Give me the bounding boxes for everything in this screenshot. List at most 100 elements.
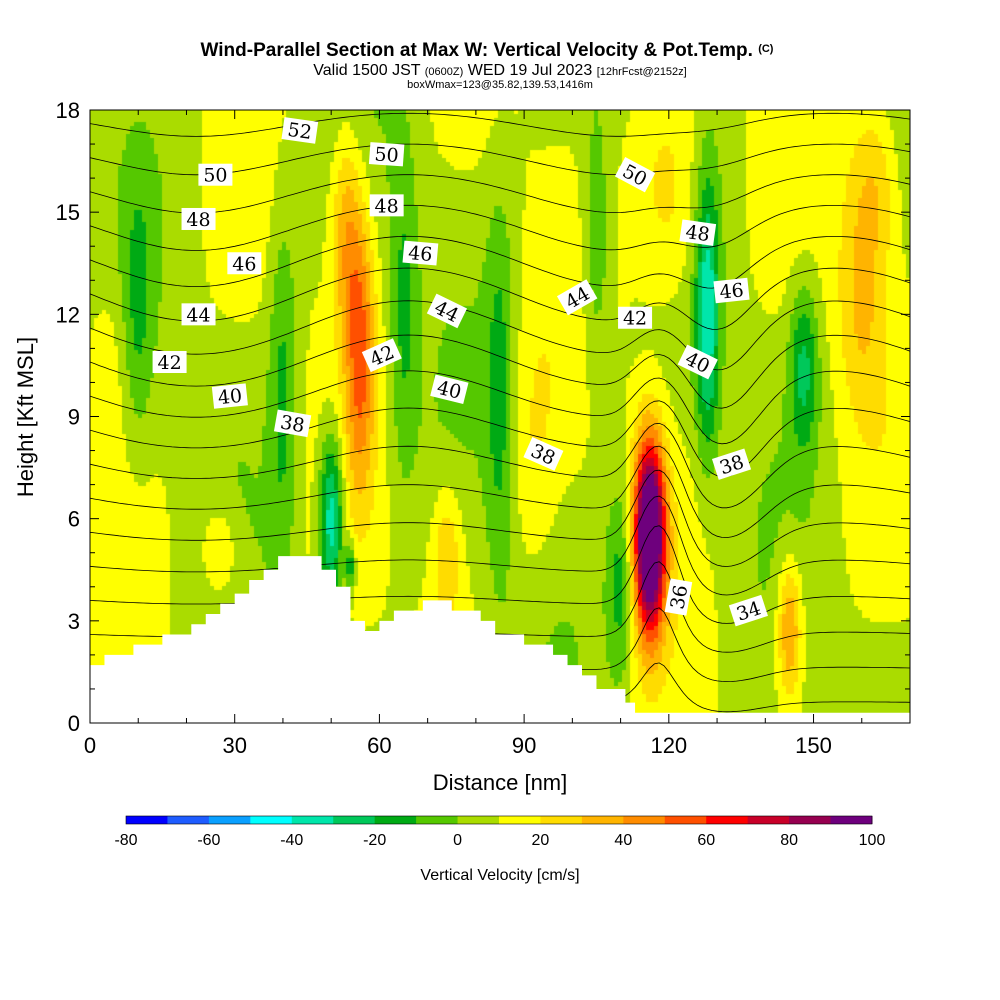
theta-line bbox=[90, 370, 910, 445]
contour-label-box bbox=[369, 194, 404, 217]
contour-label-text: 52 bbox=[286, 119, 313, 144]
y-tick-label: 0 bbox=[68, 711, 80, 736]
colorbar-label: Vertical Velocity [cm/s] bbox=[420, 867, 579, 884]
colorbar-swatch bbox=[664, 816, 707, 824]
chart-title: Wind-Parallel Section at Max W: Vertical… bbox=[201, 40, 774, 61]
contour-label-text: 42 bbox=[157, 352, 181, 374]
contour-label: 34 bbox=[728, 594, 768, 627]
theta-line bbox=[90, 334, 910, 409]
contour-label: 42 bbox=[152, 351, 187, 374]
contour-label-box bbox=[273, 409, 312, 438]
contour-label: 40 bbox=[430, 374, 469, 405]
colorbar-swatch bbox=[126, 816, 168, 824]
contour-label-text: 50 bbox=[203, 165, 227, 187]
x-tick-label: 120 bbox=[650, 733, 687, 758]
contour-label-text: 48 bbox=[186, 209, 210, 231]
contour-label-box bbox=[614, 157, 656, 193]
colorbar-tick-label: 60 bbox=[697, 832, 715, 849]
theta-line bbox=[90, 267, 910, 330]
contour-label-box bbox=[713, 277, 750, 304]
contour-label: 38 bbox=[273, 409, 312, 438]
y-tick-label: 15 bbox=[56, 200, 80, 225]
contour-label: 46 bbox=[713, 277, 750, 304]
contour-label-box bbox=[181, 303, 216, 326]
theta-line bbox=[90, 469, 910, 567]
x-tick-label: 30 bbox=[222, 733, 246, 758]
contour-label-box bbox=[711, 448, 752, 480]
colorbar-tick-label: 40 bbox=[614, 832, 632, 849]
y-tick-label: 9 bbox=[68, 405, 80, 430]
contour-label-box bbox=[152, 351, 187, 374]
contour-label-box bbox=[361, 338, 402, 373]
theta-line bbox=[90, 112, 910, 137]
colorbar-tick-label: -80 bbox=[114, 832, 137, 849]
colorbar-swatch bbox=[623, 816, 666, 824]
terrain bbox=[90, 556, 910, 723]
colorbar-swatch bbox=[250, 816, 293, 824]
contour-label-box bbox=[679, 219, 717, 246]
colorbar-swatch bbox=[208, 816, 251, 824]
y-tick-label: 12 bbox=[56, 302, 80, 327]
contour-label-text: 48 bbox=[375, 195, 399, 217]
contour-label-box bbox=[181, 207, 216, 230]
theta-line bbox=[90, 422, 910, 509]
colorbar-swatch bbox=[581, 816, 624, 824]
theta-line bbox=[90, 204, 910, 251]
theta-line bbox=[90, 174, 910, 214]
theta-line bbox=[90, 445, 910, 539]
contour-label-box bbox=[402, 240, 439, 266]
colorbar-swatch bbox=[706, 816, 749, 824]
contour-label: 36 bbox=[664, 578, 693, 616]
theta-line bbox=[90, 300, 910, 371]
contour-label: 46 bbox=[227, 252, 262, 275]
contour-label-text: 50 bbox=[374, 143, 400, 167]
x-tick-label: 60 bbox=[367, 733, 391, 758]
contour-label-box bbox=[677, 344, 718, 380]
contour-label: 48 bbox=[181, 207, 216, 231]
x-tick-label: 90 bbox=[512, 733, 536, 758]
contour-label-box bbox=[198, 163, 233, 186]
contour-label-text: 42 bbox=[623, 308, 647, 330]
contour-label-box bbox=[227, 252, 262, 275]
colorbar-swatch bbox=[789, 816, 832, 824]
colorbar-swatch bbox=[540, 816, 583, 824]
contour-label-box bbox=[368, 142, 405, 167]
theta-line bbox=[90, 400, 910, 478]
colorbar-tick-label: -60 bbox=[197, 832, 220, 849]
contour-label: 52 bbox=[281, 117, 319, 144]
colorbar-swatch bbox=[291, 816, 334, 824]
colorbar: -80 -60 -40 -20 0 20 40 60 80 100 bbox=[114, 815, 886, 849]
y-tick-label: 6 bbox=[68, 507, 80, 532]
contour-label-text: 40 bbox=[217, 385, 243, 409]
colorbar-swatch bbox=[416, 816, 459, 824]
colorbar-swatch bbox=[333, 816, 376, 824]
y-axis-label: Height [Kft MSL] bbox=[13, 337, 38, 497]
colorbar-frame bbox=[125, 815, 873, 825]
y-tick-label: 18 bbox=[56, 98, 80, 123]
contour-label-box bbox=[556, 279, 598, 316]
contour-label-box bbox=[618, 306, 653, 329]
contour-label: 48 bbox=[369, 194, 404, 217]
contour-label-text: 48 bbox=[684, 221, 711, 246]
contour-label: 50 bbox=[368, 142, 405, 167]
chart-box-note: boxWmax=123@35.82,139.53,1416m bbox=[407, 79, 593, 91]
contour-label: 50 bbox=[198, 163, 233, 187]
x-tick-label: 0 bbox=[84, 733, 96, 758]
contour-label: 42 bbox=[618, 306, 653, 330]
colorbar-swatch bbox=[499, 816, 541, 824]
y-tick-label: 3 bbox=[68, 609, 80, 634]
contour-label: 44 bbox=[181, 303, 216, 326]
colorbar-tick-label: 100 bbox=[859, 832, 886, 849]
theta-line bbox=[90, 495, 910, 596]
x-axis-label: Distance [nm] bbox=[433, 770, 568, 795]
contour-label-box bbox=[211, 383, 248, 409]
contour-label-text: 46 bbox=[232, 253, 256, 275]
contour-label-box bbox=[728, 594, 768, 627]
contour-label: 40 bbox=[211, 383, 248, 409]
chart-subtitle: Valid 1500 JST (0600Z) WED 19 Jul 2023 [… bbox=[313, 62, 686, 79]
theta-line bbox=[90, 525, 910, 624]
contour-label-text: 36 bbox=[667, 583, 693, 611]
contour-label: 48 bbox=[679, 219, 717, 246]
